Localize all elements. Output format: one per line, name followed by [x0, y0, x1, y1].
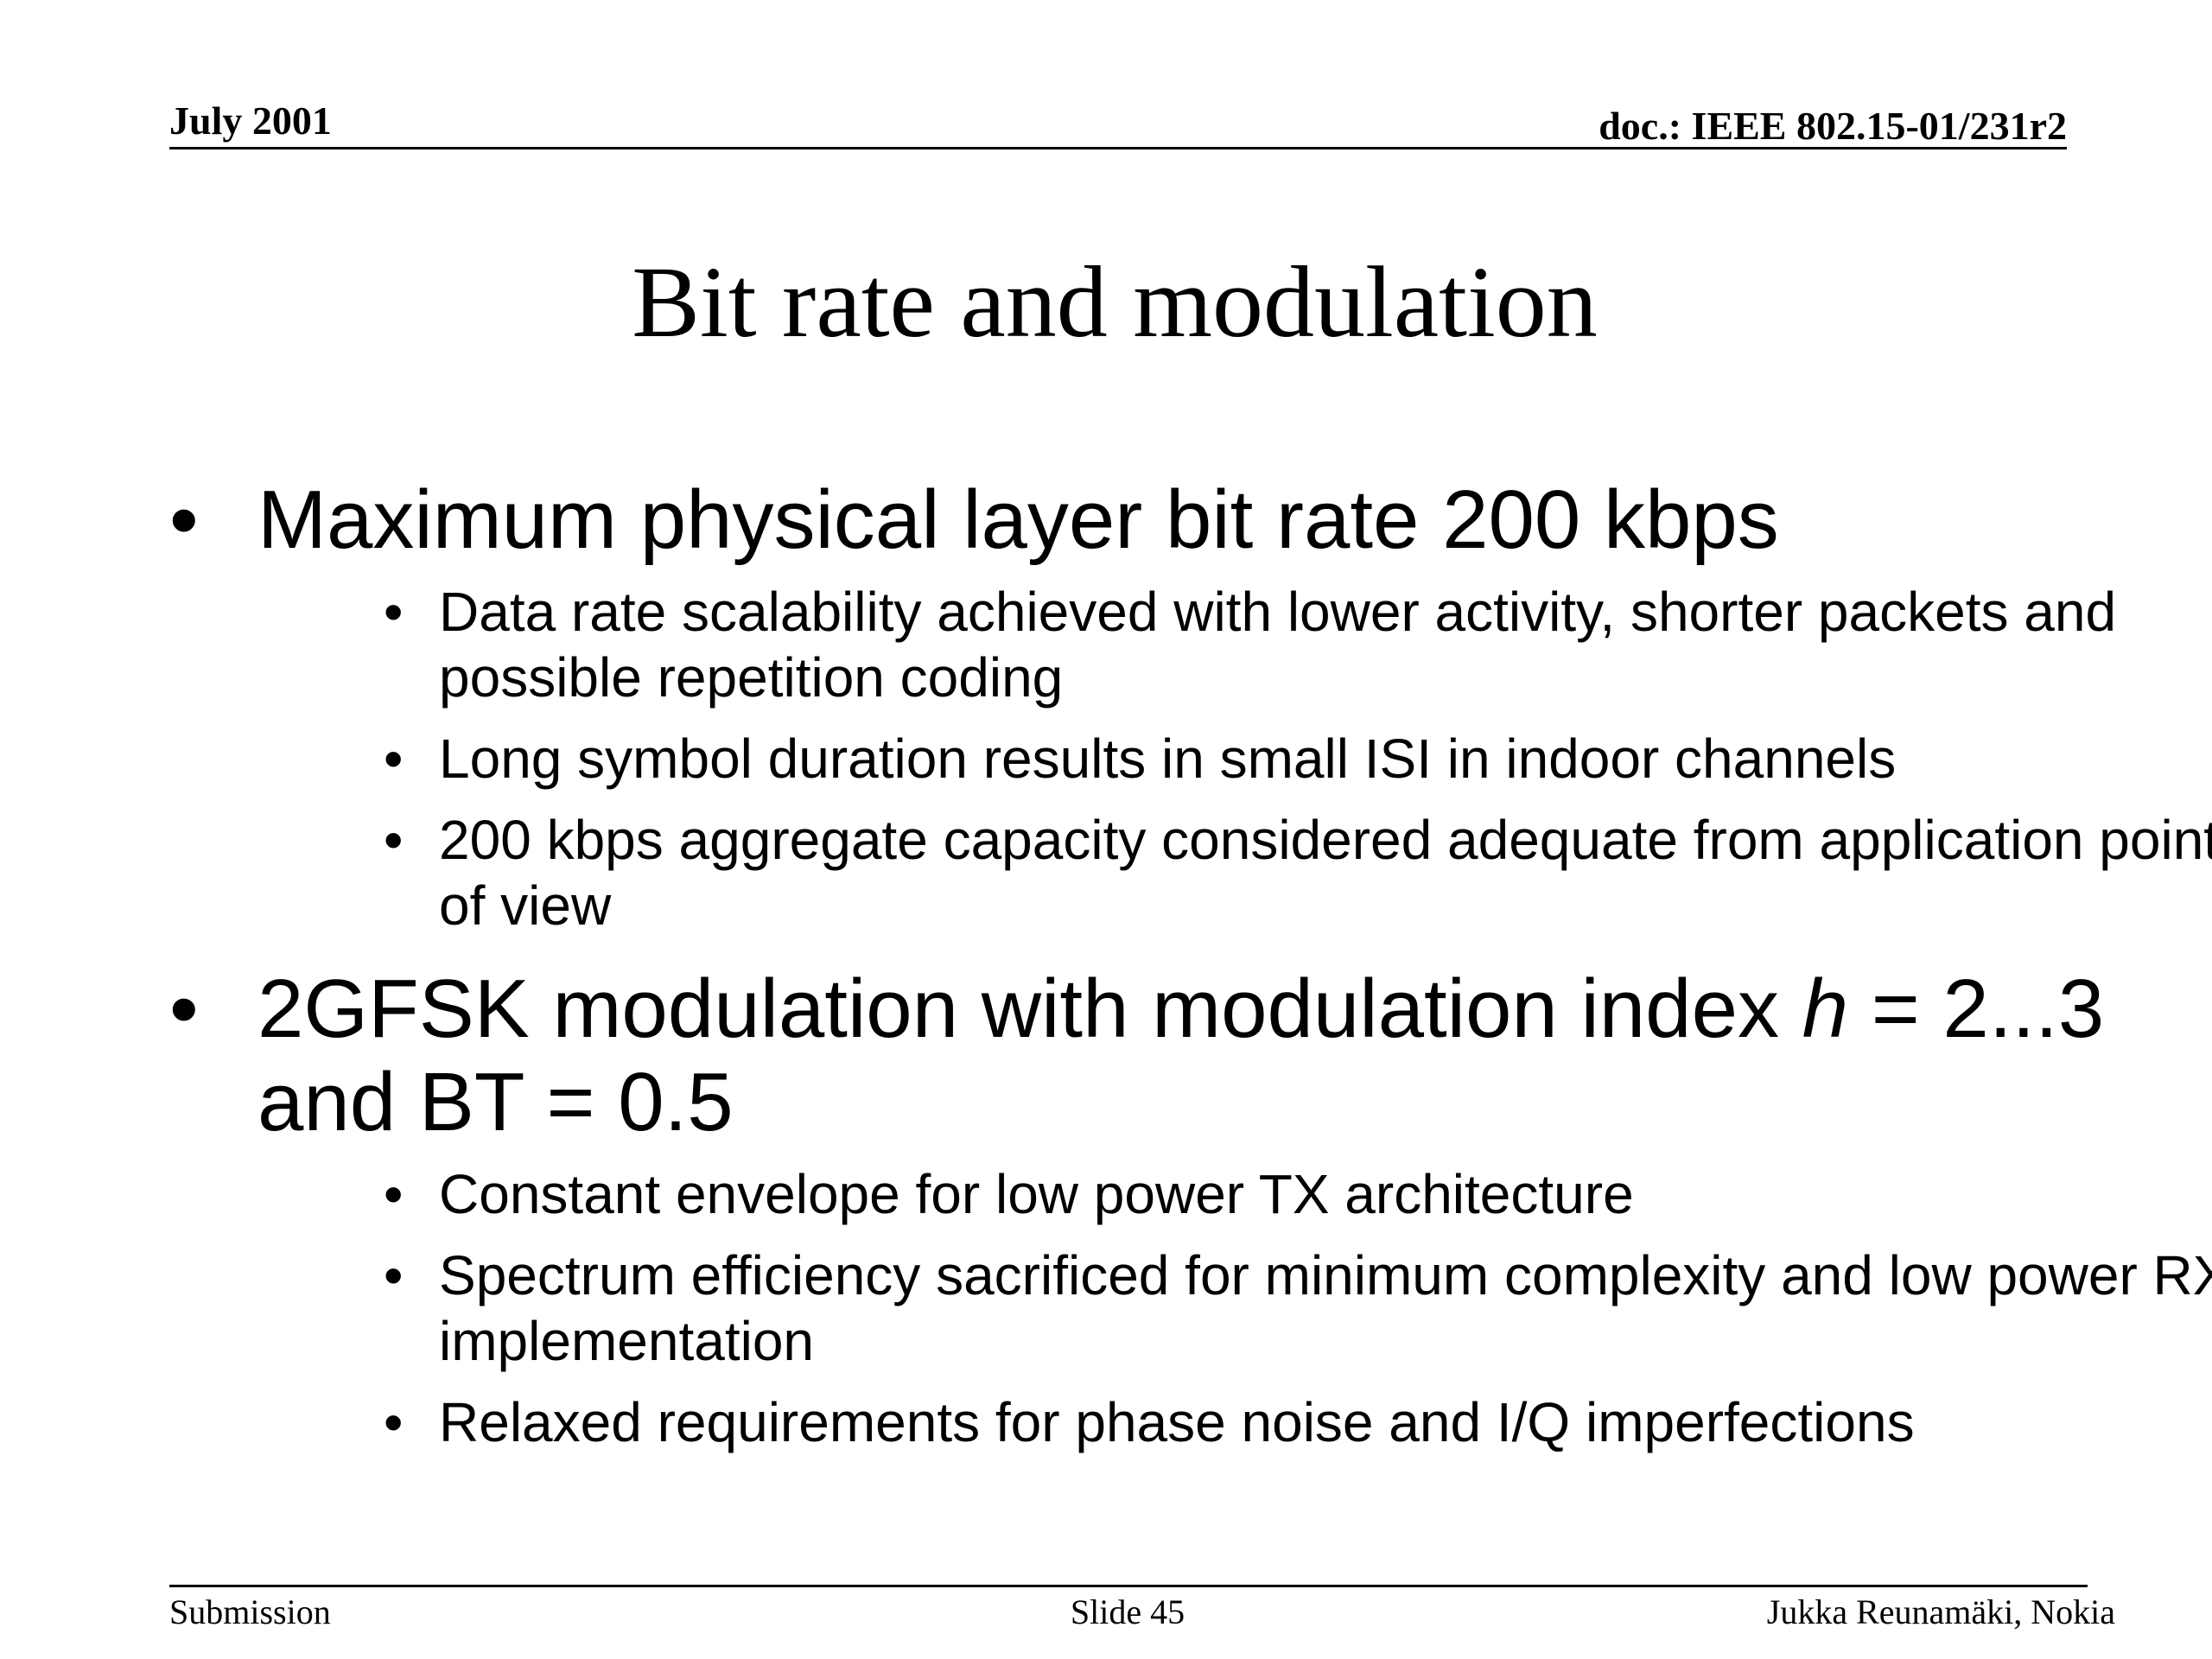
- sub-bullet-constant-envelope: • Constant envelope for low power TX arc…: [169, 1161, 2212, 1227]
- header-date: July 2001: [169, 99, 332, 143]
- bullet-2gfsk-modulation: • 2GFSK modulation with modulation index…: [169, 963, 2105, 1149]
- header-document-id: doc.: IEEE 802.15-01/231r2: [1599, 104, 2067, 148]
- bullet-text-part: = 2...3 and BT = 0.5: [257, 963, 2105, 1148]
- sub-bullet-text: Spectrum efficiency sacrificed for minim…: [439, 1244, 2212, 1372]
- sub-bullet-scalability: • Data rate scalability achieved with lo…: [169, 579, 2212, 710]
- sub-bullet-text: Relaxed requirements for phase noise and…: [439, 1391, 1915, 1453]
- footer-submission: Submission: [169, 1592, 331, 1631]
- header-divider: [169, 147, 2067, 149]
- sub-bullet-text: 200 kbps aggregate capacity considered a…: [439, 809, 2212, 937]
- sub-bullet-spectrum-efficiency: • Spectrum efficiency sacrificed for min…: [169, 1243, 2212, 1374]
- bullet-icon: •: [384, 1244, 404, 1306]
- footer-divider: [169, 1585, 2088, 1587]
- bullet-icon: •: [169, 474, 199, 566]
- slide-body: • Maximum physical layer bit rate 200 kb…: [169, 474, 2212, 1455]
- footer-author: Jukka Reunamäki, Nokia: [1766, 1592, 2115, 1631]
- sub-bullet-text: Data rate scalability achieved with lowe…: [439, 581, 2117, 709]
- bullet-icon: •: [384, 1391, 404, 1453]
- bullet-text-part: 2GFSK modulation with modulation index: [257, 963, 1802, 1055]
- bullet-icon: •: [384, 1163, 404, 1225]
- bullet-text: Maximum physical layer bit rate 200 kbps: [257, 474, 1779, 566]
- footer-slide-number: Slide 45: [1070, 1592, 1185, 1631]
- bullet-icon: •: [169, 963, 199, 1055]
- bullet-icon: •: [384, 581, 404, 643]
- sub-bullet-text: Long symbol duration results in small IS…: [439, 728, 1897, 790]
- sub-bullet-text: Constant envelope for low power TX archi…: [439, 1163, 1634, 1225]
- bullet-icon: •: [384, 728, 404, 790]
- slide-title: Bit rate and modulation: [632, 245, 1598, 359]
- modulation-index-symbol: h: [1802, 963, 1849, 1055]
- bullet-max-bit-rate: • Maximum physical layer bit rate 200 kb…: [169, 474, 2105, 567]
- sub-bullet-relaxed-requirements: • Relaxed requirements for phase noise a…: [169, 1389, 2212, 1455]
- sub-bullet-symbol-duration: • Long symbol duration results in small …: [169, 726, 2212, 791]
- bullet-icon: •: [384, 809, 404, 871]
- sub-bullet-aggregate-capacity: • 200 kbps aggregate capacity considered…: [169, 807, 2212, 938]
